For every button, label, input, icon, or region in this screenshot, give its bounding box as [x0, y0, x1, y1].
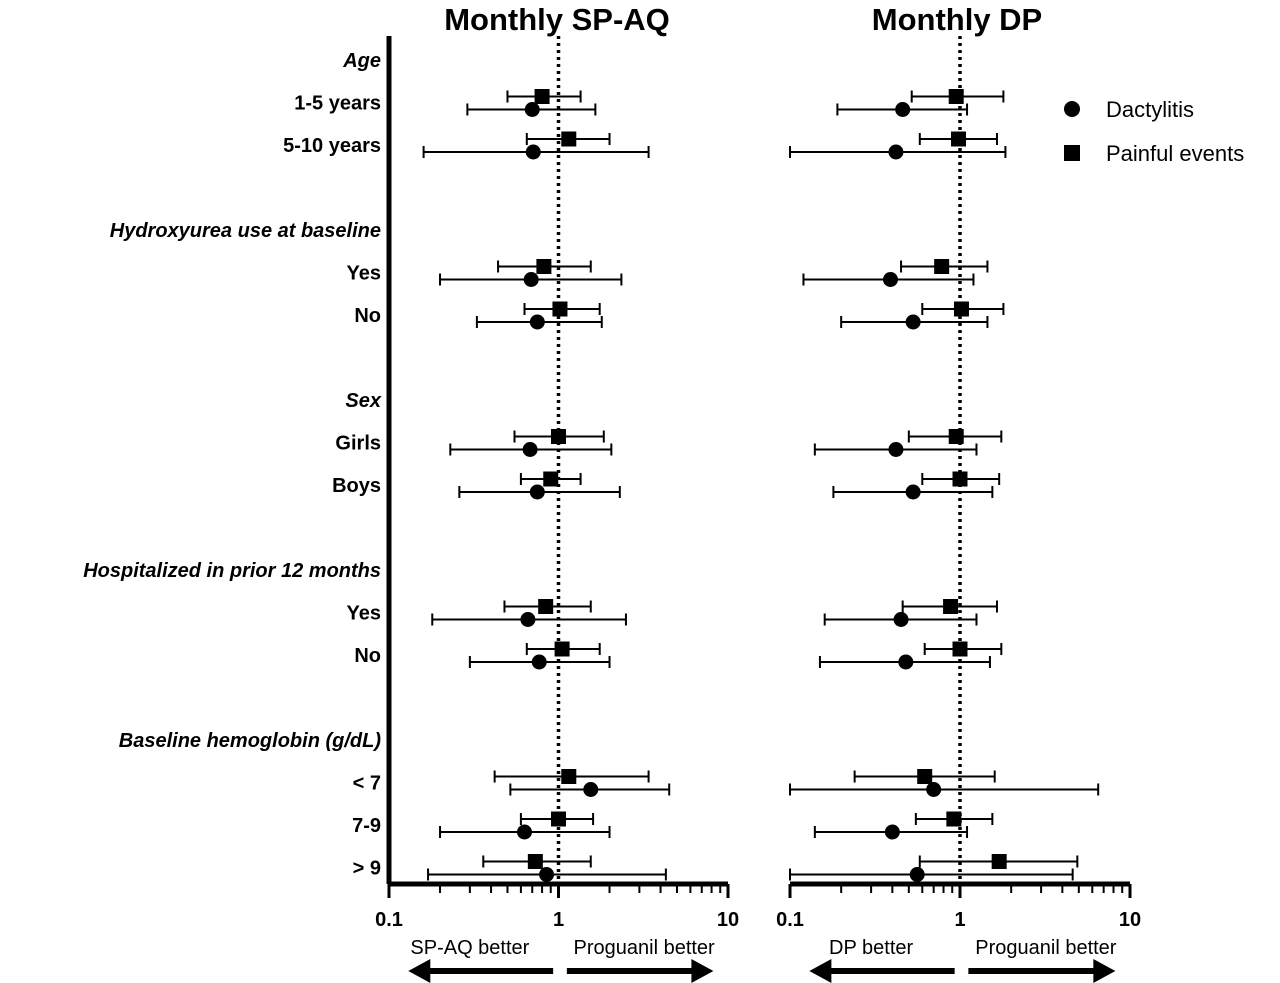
dactylitis-marker	[905, 314, 921, 330]
dactylitis-marker	[531, 654, 547, 670]
left-arrow-head	[408, 959, 431, 983]
row-group-header: Hydroxyurea use at baseline	[110, 220, 381, 242]
left-better-note: SP-AQ better	[410, 937, 529, 959]
row-label: Yes	[347, 263, 381, 285]
dactylitis-marker	[525, 144, 541, 160]
dactylitis-marker	[529, 314, 545, 330]
row-group-header: Hospitalized in prior 12 months	[83, 560, 381, 582]
painful-events-marker	[552, 301, 568, 317]
panel-title: Monthly SP-AQ	[444, 2, 670, 37]
dactylitis-marker	[895, 102, 911, 117]
x-tick-label: 1	[553, 909, 564, 931]
dactylitis-marker	[522, 442, 538, 457]
painful-events-marker	[561, 131, 577, 147]
row-label: Boys	[332, 475, 381, 497]
row-label: Yes	[347, 603, 381, 625]
x-tick-label: 0.1	[375, 909, 403, 931]
dactylitis-marker	[529, 484, 545, 500]
painful-events-marker	[551, 429, 566, 444]
x-tick-label: 10	[1119, 909, 1141, 931]
dactylitis-marker	[905, 484, 921, 500]
dactylitis-marker	[888, 442, 904, 457]
dactylitis-marker	[888, 144, 904, 160]
row-label: < 7	[353, 773, 381, 795]
left-arrow-head	[809, 959, 832, 983]
painful-events-marker	[536, 259, 552, 274]
legend-label: Painful events	[1106, 141, 1244, 166]
right-arrow-head	[1093, 959, 1116, 983]
painful-events-marker	[952, 641, 968, 657]
row-label: No	[354, 645, 381, 667]
row-label: No	[354, 305, 381, 327]
painful-events-marker	[943, 599, 959, 614]
legend-square-icon	[1064, 145, 1080, 161]
painful-events-marker	[538, 599, 554, 614]
x-tick-label: 10	[717, 909, 739, 931]
right-better-note: Proguanil better	[975, 937, 1117, 959]
dactylitis-marker	[884, 824, 900, 840]
painful-events-marker	[946, 811, 962, 827]
painful-events-marker	[991, 854, 1007, 869]
dactylitis-marker	[926, 782, 942, 797]
legend-label: Dactylitis	[1106, 97, 1194, 122]
x-tick-label: 0.1	[776, 909, 804, 931]
painful-events-marker	[554, 641, 570, 657]
row-label: 7-9	[352, 815, 381, 837]
dactylitis-marker	[898, 654, 914, 670]
dactylitis-marker	[539, 867, 555, 882]
painful-events-marker	[953, 301, 969, 317]
painful-events-marker	[917, 769, 933, 784]
dactylitis-marker	[524, 102, 540, 117]
painful-events-marker	[952, 471, 968, 487]
dactylitis-marker	[909, 867, 925, 882]
painful-events-marker	[561, 769, 577, 784]
row-label: Girls	[335, 433, 381, 455]
row-group-header: Age	[342, 50, 381, 72]
right-better-note: Proguanil better	[574, 937, 716, 959]
row-group-header: Baseline hemoglobin (g/dL)	[119, 730, 382, 752]
dactylitis-marker	[882, 272, 898, 287]
forest-panel-1: Monthly SP-AQ 0.1 1 10 SP-AQ better Proguanil…	[375, 2, 739, 983]
painful-events-marker	[951, 131, 967, 147]
dactylitis-marker	[583, 782, 599, 797]
painful-events-marker	[948, 429, 964, 444]
painful-events-marker	[543, 471, 559, 487]
left-better-note: DP better	[829, 937, 913, 959]
dactylitis-marker	[893, 612, 909, 627]
painful-events-marker	[948, 89, 964, 104]
dactylitis-marker	[523, 272, 539, 287]
painful-events-marker	[934, 259, 950, 274]
panel-title: Monthly DP	[872, 2, 1043, 37]
row-group-header: Sex	[345, 390, 381, 412]
painful-events-marker	[534, 89, 550, 104]
legend-circle-icon	[1064, 101, 1080, 117]
row-label: 1-5 years	[294, 93, 381, 115]
legend: Dactylitis Painful events	[1064, 97, 1244, 166]
painful-events-marker	[527, 854, 543, 869]
forest-panel-2: Monthly DP 0.1 1 10 DP better Proguanil bette…	[776, 2, 1141, 983]
dactylitis-marker	[516, 824, 532, 840]
right-arrow-head	[691, 959, 714, 983]
painful-events-marker	[551, 811, 566, 827]
row-label: > 9	[353, 858, 381, 880]
x-tick-label: 1	[954, 909, 965, 931]
dactylitis-marker	[520, 612, 536, 627]
row-label: 5-10 years	[283, 135, 381, 157]
